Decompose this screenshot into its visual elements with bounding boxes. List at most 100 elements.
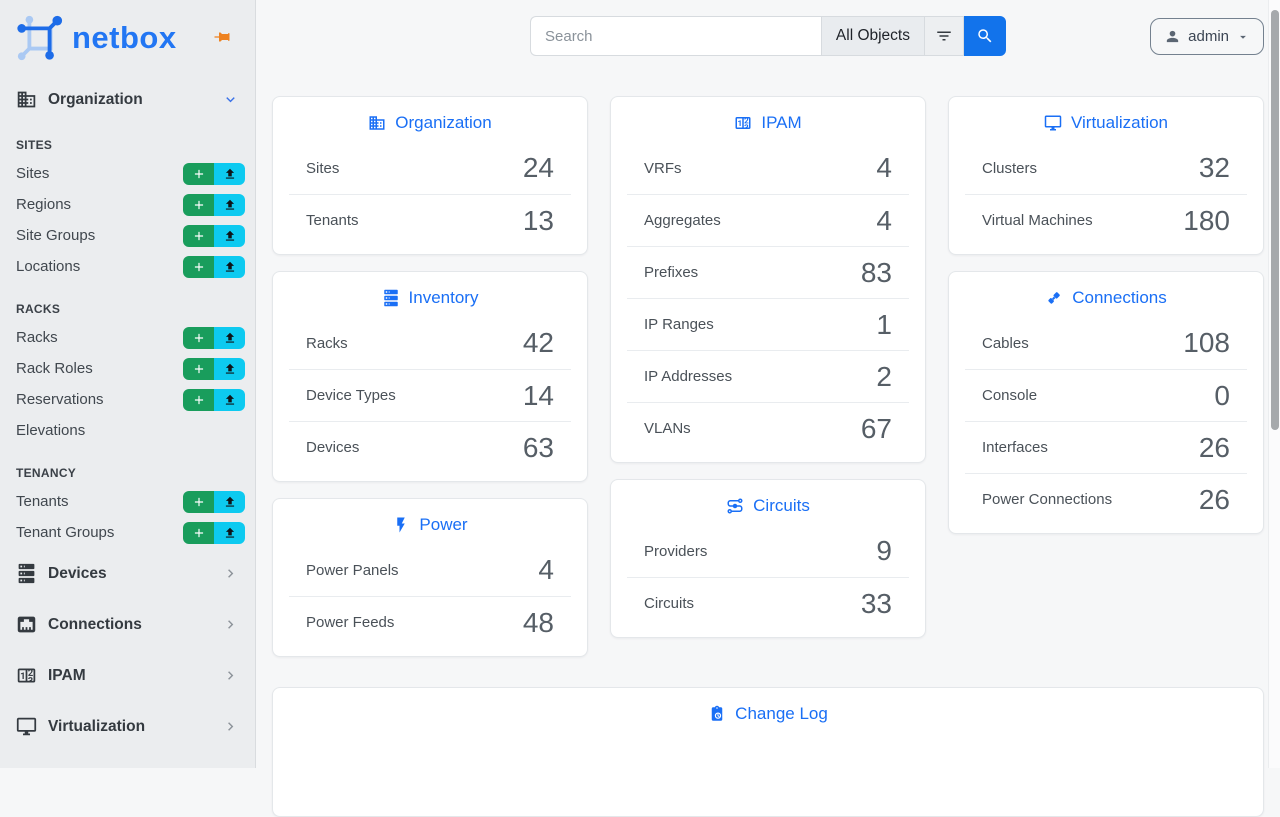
stat-row: IP Addresses 2 <box>627 350 909 402</box>
import-button[interactable] <box>214 357 245 380</box>
brand[interactable]: netbox <box>0 0 255 71</box>
add-button[interactable] <box>183 357 214 380</box>
stat-label[interactable]: Providers <box>644 542 708 560</box>
add-button[interactable] <box>183 193 214 216</box>
brand-name[interactable]: netbox <box>72 20 177 55</box>
stat-label[interactable]: VLANs <box>644 420 691 437</box>
stat-label[interactable]: IP Ranges <box>644 316 714 333</box>
add-button[interactable] <box>183 255 214 278</box>
stat-label[interactable]: Clusters <box>982 159 1038 177</box>
stat-value[interactable]: 26 <box>1198 431 1230 463</box>
sidebar-link-reservations[interactable]: Reservations <box>0 384 255 415</box>
upload-icon <box>223 229 237 243</box>
scrollbar-thumb[interactable] <box>1271 10 1279 430</box>
user-menu-button[interactable]: admin <box>1150 18 1264 55</box>
stat-value[interactable]: 67 <box>860 412 892 444</box>
stat-label[interactable]: Virtual Machines <box>982 212 1093 229</box>
section-title-tenancy: TENANCY <box>16 466 77 480</box>
stat-label[interactable]: Aggregates <box>644 212 721 229</box>
building-icon <box>16 89 37 110</box>
sidebar-link-tenants[interactable]: Tenants <box>0 486 255 517</box>
stat-label[interactable]: Power Panels <box>306 561 399 579</box>
stat-value[interactable]: 24 <box>522 152 554 183</box>
sidebar-link-site-groups[interactable]: Site Groups <box>0 220 255 251</box>
sidebar-link-racks[interactable]: Racks <box>0 322 255 353</box>
search-input[interactable] <box>530 16 821 56</box>
search-scope-dropdown[interactable]: All Objects <box>820 16 924 56</box>
sidebar-link-tenant-groups[interactable]: Tenant Groups <box>0 517 255 548</box>
stat-label[interactable]: Circuits <box>644 595 695 612</box>
stat-value[interactable]: 4 <box>538 554 554 585</box>
card-title-organization[interactable]: Organization <box>273 97 587 142</box>
stat-row: Aggregates 4 <box>627 194 909 246</box>
stat-value[interactable]: 9 <box>876 535 892 566</box>
card-title-ipam[interactable]: IPAM <box>611 97 925 142</box>
search-button[interactable] <box>964 16 1006 56</box>
sidebar-item-virtualization[interactable]: Virtualization <box>0 701 255 752</box>
vertical-scrollbar[interactable] <box>1268 0 1280 768</box>
stat-value[interactable]: 0 <box>1214 379 1230 411</box>
stat-label[interactable]: Console <box>982 387 1038 404</box>
stat-label[interactable]: Tenants <box>306 212 359 229</box>
import-button[interactable] <box>214 224 245 247</box>
stat-value[interactable]: 108 <box>1183 327 1230 358</box>
stat-value[interactable]: 4 <box>876 152 892 183</box>
card-title-change-log[interactable]: Change Log <box>273 688 1263 733</box>
import-button[interactable] <box>214 326 245 349</box>
stat-label[interactable]: Power Connections <box>982 491 1113 508</box>
sidebar-item-connections[interactable]: Connections <box>0 599 255 650</box>
import-button[interactable] <box>214 193 245 216</box>
stat-label[interactable]: Devices <box>306 439 360 456</box>
sidebar-link-rack-roles[interactable]: Rack Roles <box>0 353 255 384</box>
card-title-inventory[interactable]: Inventory <box>273 272 587 317</box>
add-button[interactable] <box>183 326 214 349</box>
card-title-connections[interactable]: Connections <box>949 272 1263 317</box>
import-button[interactable] <box>214 388 245 411</box>
sidebar-link-sites[interactable]: Sites <box>0 158 255 189</box>
stat-value[interactable]: 4 <box>876 204 892 236</box>
add-button[interactable] <box>183 162 214 185</box>
stat-value[interactable]: 33 <box>860 587 892 619</box>
stat-value[interactable]: 13 <box>522 204 554 236</box>
import-button[interactable] <box>214 490 245 513</box>
stat-label[interactable]: VRFs <box>644 159 682 177</box>
stat-label[interactable]: Cables <box>982 334 1029 352</box>
stat-label[interactable]: Sites <box>306 159 340 177</box>
stat-label[interactable]: Power Feeds <box>306 614 395 631</box>
stat-value[interactable]: 48 <box>522 606 554 638</box>
import-button[interactable] <box>214 162 245 185</box>
main-content: All Objects admin Organiz <box>256 0 1268 817</box>
sidebar-item-organization[interactable]: Organization <box>0 81 255 118</box>
stat-value[interactable]: 63 <box>522 431 554 463</box>
card-title-virtualization[interactable]: Virtualization <box>949 97 1263 142</box>
stat-value[interactable]: 14 <box>522 379 554 411</box>
stat-label[interactable]: Prefixes <box>644 264 699 281</box>
stat-value[interactable]: 2 <box>876 360 892 392</box>
add-button[interactable] <box>183 224 214 247</box>
stat-label[interactable]: Racks <box>306 334 348 352</box>
card-title-circuits[interactable]: Circuits <box>611 480 925 525</box>
sidebar-link-elevations[interactable]: Elevations <box>16 422 86 439</box>
sidebar-link-regions[interactable]: Regions <box>0 189 255 220</box>
stat-value[interactable]: 83 <box>860 256 892 288</box>
stat-value[interactable]: 26 <box>1198 483 1230 515</box>
chevron-right-icon <box>222 616 239 633</box>
stat-value[interactable]: 32 <box>1198 152 1230 183</box>
stat-label[interactable]: IP Addresses <box>644 368 733 385</box>
stat-label[interactable]: Interfaces <box>982 439 1048 456</box>
import-button[interactable] <box>214 255 245 278</box>
sidebar-item-devices[interactable]: Devices <box>0 548 255 599</box>
add-button[interactable] <box>183 521 214 544</box>
filter-button[interactable] <box>924 16 964 56</box>
stat-value[interactable]: 42 <box>522 327 554 358</box>
stat-value[interactable]: 180 <box>1183 204 1230 236</box>
stat-value[interactable]: 1 <box>876 308 892 340</box>
sidebar-link-locations[interactable]: Locations <box>0 251 255 282</box>
sidebar-item-ipam[interactable]: IPAM <box>0 650 255 701</box>
stat-label[interactable]: Device Types <box>306 387 396 404</box>
sidebar-pin-button[interactable] <box>213 28 231 49</box>
import-button[interactable] <box>214 521 245 544</box>
add-button[interactable] <box>183 490 214 513</box>
add-button[interactable] <box>183 388 214 411</box>
card-title-power[interactable]: Power <box>273 499 587 544</box>
